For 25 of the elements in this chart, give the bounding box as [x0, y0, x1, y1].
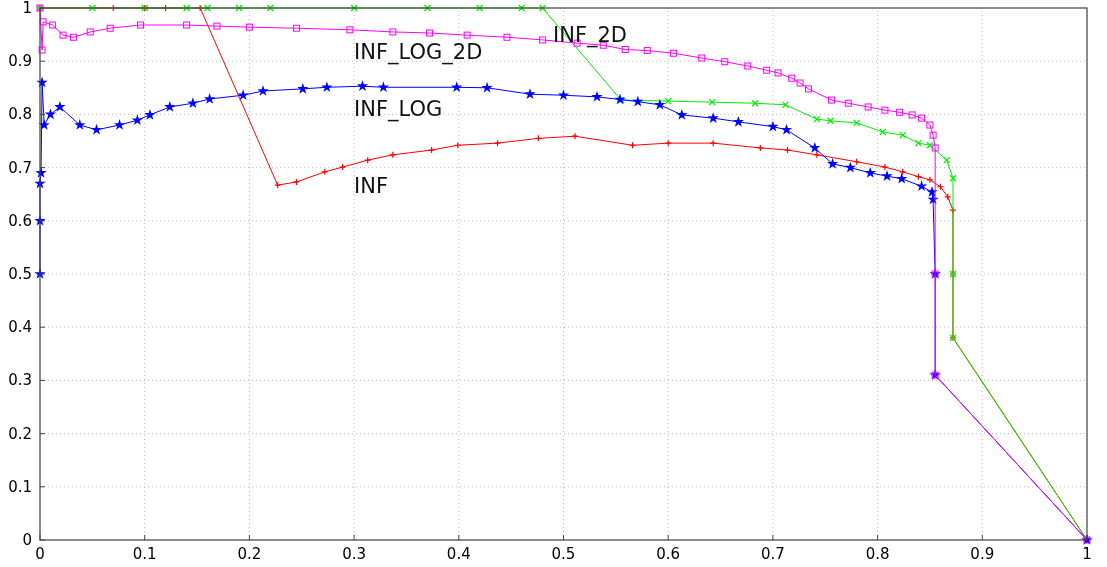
x-tick-label: 0.6 [656, 545, 681, 563]
y-tick-label: 0.3 [8, 371, 32, 390]
y-tick-label: 0.7 [8, 158, 32, 177]
series-label: INF_LOG_2D [354, 40, 483, 66]
x-tick-label: 0.1 [132, 545, 157, 563]
y-tick-label: 1 [22, 0, 32, 17]
y-tick-label: 0.2 [8, 424, 32, 443]
x-tick-label: 0.2 [237, 545, 262, 563]
x-tick-label: 0.5 [551, 545, 576, 563]
x-tick-label: 0 [35, 545, 45, 563]
y-tick-label: 0.6 [8, 211, 32, 230]
y-tick-label: 0.4 [8, 318, 32, 337]
series-label: INF_LOG [354, 96, 443, 122]
y-tick-label: 0.1 [8, 477, 32, 496]
x-tick-label: 0.8 [865, 545, 890, 563]
x-tick-label: 0.7 [760, 545, 785, 563]
x-tick-label: 1 [1082, 545, 1092, 563]
x-tick-label: 0.3 [342, 545, 367, 563]
x-tick-label: 0.9 [970, 545, 995, 563]
series-label: INF [354, 174, 389, 199]
x-tick-label: 0.4 [446, 545, 471, 563]
y-tick-label: 0.8 [8, 105, 32, 124]
y-tick-label: 0 [22, 531, 32, 549]
y-tick-label: 0.9 [8, 52, 32, 71]
y-tick-label: 0.5 [8, 265, 32, 283]
